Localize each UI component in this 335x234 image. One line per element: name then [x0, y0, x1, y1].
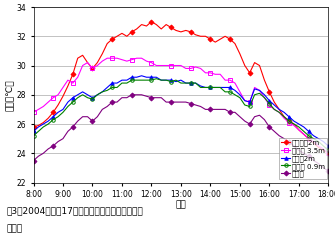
- 普通軒高2m: [213, 41, 217, 44]
- 高軒高 0.9m: [154, 77, 158, 80]
- 外気温: [100, 108, 104, 111]
- 高軒高 0.9m: [326, 149, 330, 152]
- X-axis label: 時刻: 時刻: [176, 201, 186, 210]
- 高軒高2m: [90, 96, 94, 99]
- 高軒高2m: [213, 86, 217, 89]
- 高軒高2m: [326, 145, 330, 147]
- Line: 高軒高 3.5m: 高軒高 3.5m: [32, 56, 330, 155]
- Text: 図3　2004年６月17日のそれぞれのハウス内気温: 図3 2004年６月17日のそれぞれのハウス内気温: [7, 206, 143, 215]
- 外気温: [90, 120, 94, 122]
- 高軒高 3.5m: [326, 152, 330, 155]
- 外気温: [130, 93, 134, 96]
- 高軒高 0.9m: [31, 134, 36, 137]
- 普通軒高2m: [31, 125, 36, 128]
- 普通軒高2m: [292, 123, 296, 125]
- 高軒高 3.5m: [100, 60, 104, 62]
- 外気温: [326, 169, 330, 172]
- 普通軒高2m: [100, 52, 104, 55]
- 普通軒高2m: [135, 28, 139, 30]
- 高軒高2m: [140, 74, 144, 77]
- 高軒高2m: [135, 76, 139, 79]
- 普通軒高2m: [326, 152, 330, 155]
- 高軒高 3.5m: [213, 73, 217, 76]
- 普通軒高2m: [194, 33, 198, 36]
- 高軒高2m: [31, 130, 36, 133]
- 高軒高 0.9m: [213, 86, 217, 89]
- Line: 高軒高2m: 高軒高2m: [32, 74, 330, 148]
- 高軒高 3.5m: [292, 124, 296, 127]
- 高軒高 3.5m: [194, 66, 198, 68]
- 高軒高 3.5m: [140, 57, 144, 60]
- 外気温: [292, 145, 296, 147]
- 外気温: [31, 159, 36, 162]
- 高軒高 3.5m: [105, 57, 109, 60]
- 外気温: [194, 104, 198, 106]
- 高軒高2m: [194, 82, 198, 84]
- 高軒高 0.9m: [292, 123, 296, 125]
- 高軒高2m: [100, 90, 104, 93]
- 高軒高 0.9m: [90, 98, 94, 101]
- Line: 外気温: 外気温: [32, 93, 330, 172]
- Line: 高軒高 0.9m: 高軒高 0.9m: [32, 77, 330, 152]
- Legend: 普通軒高2m, 高軒高 3.5m, 高軒高2m, 高軒高 0.9m, 外気温: 普通軒高2m, 高軒高 3.5m, 高軒高2m, 高軒高 0.9m, 外気温: [279, 138, 327, 179]
- 高軒高2m: [292, 120, 296, 122]
- Text: の変化: の変化: [7, 225, 23, 234]
- 高軒高 0.9m: [135, 79, 139, 81]
- 高軒高 0.9m: [100, 90, 104, 93]
- Line: 普通軒高2m: 普通軒高2m: [32, 20, 330, 155]
- 外気温: [213, 108, 217, 111]
- 高軒高 3.5m: [90, 67, 94, 70]
- Y-axis label: 気温（℃）: 気温（℃）: [6, 79, 15, 111]
- 外気温: [140, 93, 144, 96]
- 普通軒高2m: [149, 20, 153, 23]
- 高軒高 0.9m: [194, 82, 198, 84]
- 高軒高 3.5m: [31, 111, 36, 114]
- 普通軒高2m: [90, 67, 94, 70]
